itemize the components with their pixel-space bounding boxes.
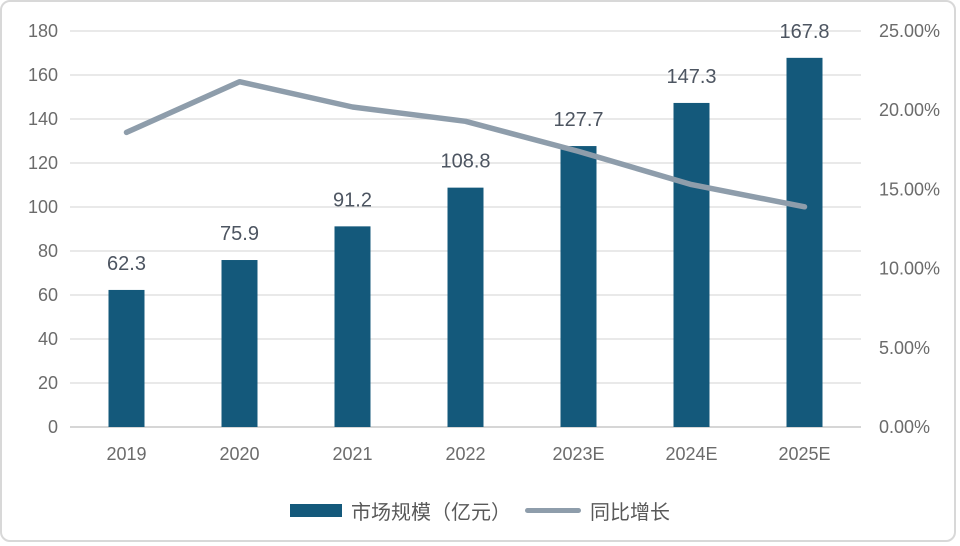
y-axis-tick-label: 60 [38, 285, 58, 305]
legend-item-market-size: 市场规模（亿元） [290, 496, 511, 525]
legend-label-yoy-growth: 同比增长 [590, 501, 670, 524]
x-axis-tick-label: 2021 [332, 444, 372, 464]
y-axis-tick-label: 40 [38, 329, 58, 349]
bar [786, 57, 823, 428]
x-axis-tick-label: 2024E [665, 444, 717, 464]
x-axis-tick-label: 2025E [778, 444, 830, 464]
bar-value-label: 108.8 [440, 151, 490, 173]
bar [334, 226, 371, 427]
legend-label-market-size: 市场规模（亿元） [351, 501, 511, 524]
growth-line [123, 78, 808, 210]
bar-value-label: 62.3 [107, 253, 146, 275]
bar [221, 260, 258, 427]
y-axis-tick-label: 100 [28, 197, 58, 217]
y-axis-tick-label: 140 [28, 109, 58, 129]
bar-value-label: 127.7 [553, 109, 603, 131]
legend-item-yoy-growth: 同比增长 [525, 496, 670, 525]
y2-axis-tick-label: 10.00% [879, 259, 940, 279]
bar [560, 146, 597, 427]
line-series-swatch-icon [525, 507, 581, 513]
x-axis-tick-label: 2023E [552, 444, 604, 464]
chart-legend: 市场规模（亿元） 同比增长 [2, 494, 954, 526]
bar-value-label: 75.9 [220, 223, 259, 245]
y-axis-tick-label: 160 [28, 65, 58, 85]
bar-value-label: 147.3 [666, 66, 716, 88]
bar [447, 187, 484, 427]
y-axis-tick-label: 180 [28, 21, 58, 41]
bar-value-label: 167.8 [779, 21, 829, 43]
y2-axis-tick-label: 0.00% [879, 417, 930, 437]
y2-axis-tick-label: 20.00% [879, 100, 940, 120]
x-axis-tick-label: 2019 [106, 444, 146, 464]
bar-value-label: 91.2 [333, 189, 372, 211]
bar-series-swatch-icon [290, 503, 342, 517]
y2-axis-tick-label: 5.00% [879, 338, 930, 358]
y2-axis-tick-label: 15.00% [879, 179, 940, 199]
bar [108, 289, 145, 427]
y2-axis-tick-label: 25.00% [879, 21, 940, 41]
x-axis-tick-label: 2020 [219, 444, 259, 464]
bar [673, 102, 710, 427]
y-axis-tick-label: 120 [28, 153, 58, 173]
y-axis-tick-label: 80 [38, 241, 58, 261]
y-axis-tick-label: 20 [38, 373, 58, 393]
x-axis-tick-label: 2022 [445, 444, 485, 464]
y-axis-tick-label: 0 [48, 417, 58, 437]
